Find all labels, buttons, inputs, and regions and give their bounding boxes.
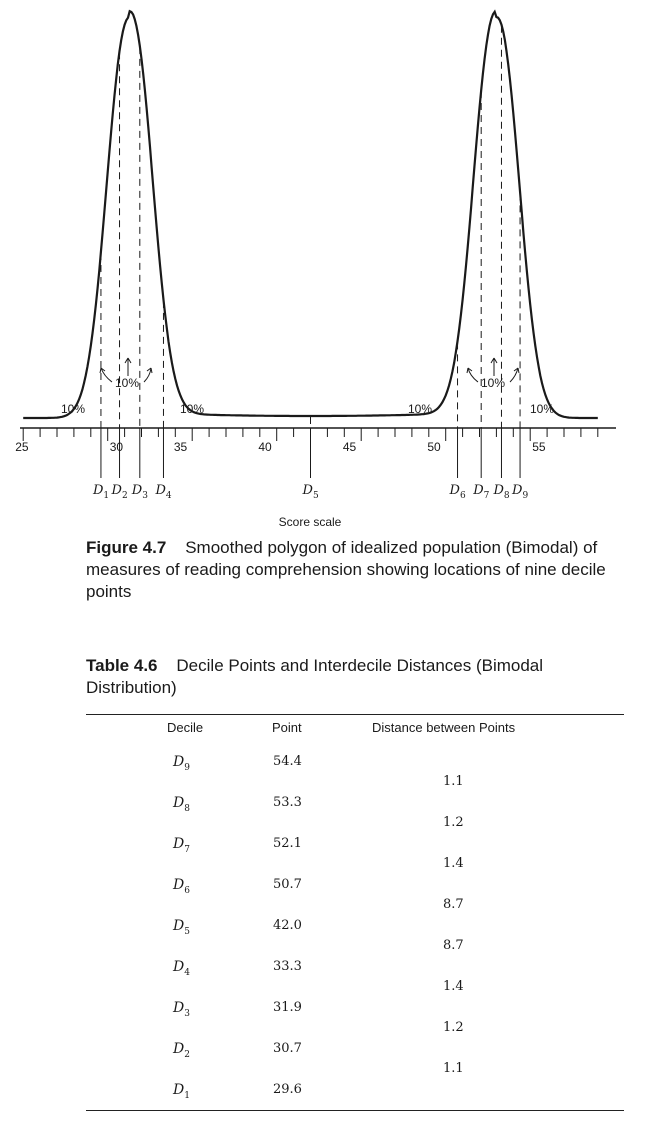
- axis-ticks: [22, 428, 599, 441]
- point-cell: 54.4: [273, 754, 302, 769]
- decile-label: D6: [449, 483, 466, 501]
- decile-cell: D7: [173, 836, 190, 855]
- figure-caption: Figure 4.7 Smoothed polygon of idealized…: [86, 537, 626, 603]
- table-row: D5 42.0: [0, 918, 648, 938]
- decile-cell: D3: [173, 1000, 190, 1019]
- point-cell: 30.7: [273, 1041, 302, 1056]
- percent-label-left-inner: 10%: [180, 402, 204, 416]
- table-row: D8 53.3: [0, 795, 648, 815]
- point-cell: 29.6: [273, 1082, 302, 1097]
- distance-cell: 1.2: [443, 1020, 464, 1035]
- decile-label: D1: [92, 483, 109, 501]
- point-cell: 33.3: [273, 959, 302, 974]
- table-bottom-rule: [86, 1110, 624, 1111]
- point-cell: 50.7: [273, 877, 302, 892]
- decile-guide-lines: [100, 25, 521, 478]
- decile-label: D3: [131, 483, 148, 501]
- distance-cell: 1.2: [443, 815, 464, 830]
- point-cell: 53.3: [273, 795, 302, 810]
- distance-cell: 1.1: [443, 1061, 464, 1076]
- decile-label: D8: [492, 483, 509, 501]
- table-top-rule: [86, 714, 624, 715]
- table-row: D9 54.4: [0, 754, 648, 774]
- decile-cell: D1: [173, 1082, 190, 1101]
- decile-label: D9: [511, 483, 528, 501]
- tick-label: 30: [110, 440, 124, 454]
- distance-cell: 1.4: [443, 979, 464, 994]
- percent-label-right-inner: 10%: [408, 402, 432, 416]
- table-row: D7 52.1: [0, 836, 648, 856]
- decile-cell: D9: [173, 754, 190, 773]
- axis-label: Score scale: [279, 515, 342, 529]
- tick-label: 40: [258, 440, 272, 454]
- axis-tick-labels: 25 30 35 40 45 50 55: [15, 440, 546, 454]
- decile-labels: D1 D2 D3 D4 D5 D6 D7 D8 D9: [92, 483, 529, 501]
- decile-cell: D2: [173, 1041, 190, 1060]
- table-row: D1 29.6: [0, 1082, 648, 1102]
- bimodal-curve: [23, 9, 598, 420]
- tick-label: 45: [343, 440, 357, 454]
- decile-label: D5: [302, 483, 319, 501]
- decile-cell: D5: [173, 918, 190, 937]
- table-caption: Table 4.6 Decile Points and Interdecile …: [86, 655, 626, 699]
- table-row: D3 31.9: [0, 1000, 648, 1020]
- figure-caption-text: Smoothed polygon of idealized population…: [86, 538, 606, 601]
- mode-arrows: [99, 357, 520, 383]
- percent-label-left-tail: 10%: [61, 402, 85, 416]
- table-row: D4 33.3: [0, 959, 648, 979]
- point-cell: 42.0: [273, 918, 302, 933]
- decile-label: D7: [472, 483, 489, 501]
- percent-label-left-mode: 10%: [115, 376, 139, 390]
- table-row: D2 30.7: [0, 1041, 648, 1061]
- decile-label: D2: [111, 483, 128, 501]
- point-cell: 31.9: [273, 1000, 302, 1015]
- table-number: Table 4.6: [86, 656, 158, 675]
- decile-cell: D6: [173, 877, 190, 896]
- tick-label: 35: [174, 440, 188, 454]
- distance-cell: 8.7: [443, 938, 464, 953]
- table-row: D6 50.7: [0, 877, 648, 897]
- distance-cell: 1.4: [443, 856, 464, 871]
- distance-cell: 8.7: [443, 897, 464, 912]
- table-title: Decile Points and Interdecile Distances …: [86, 656, 544, 697]
- decile-cell: D4: [173, 959, 190, 978]
- point-cell: 52.1: [273, 836, 302, 851]
- header-decile: Decile: [167, 720, 204, 735]
- percent-label-right-mode: 10%: [481, 376, 505, 390]
- header-distance: Distance between Points: [372, 720, 516, 735]
- percent-label-right-tail: 10%: [530, 402, 554, 416]
- decile-label: D4: [154, 483, 171, 501]
- figure-number: Figure 4.7: [86, 538, 167, 557]
- tick-label: 25: [15, 440, 29, 454]
- header-point: Point: [272, 720, 302, 735]
- distance-cell: 1.1: [443, 774, 464, 789]
- bimodal-figure: 25 30 35 40 45 50 55 D1 D2 D3 D4 D5 D6 D7 D8 D9 10% 10…: [15, 9, 616, 529]
- tick-label: 50: [427, 440, 441, 454]
- decile-cell: D8: [173, 795, 190, 814]
- tick-label: 55: [532, 440, 546, 454]
